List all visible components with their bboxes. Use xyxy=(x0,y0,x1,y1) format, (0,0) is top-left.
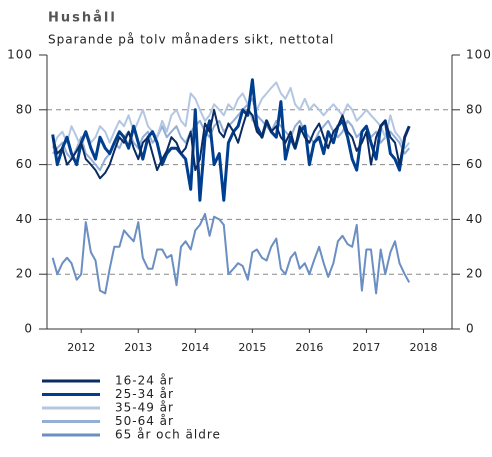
x-tick-label: 2012 xyxy=(67,341,95,354)
series-line xyxy=(51,108,411,180)
y-tick-label: 40 xyxy=(16,212,33,226)
y-tick-label: 20 xyxy=(16,267,33,281)
y2-tick-label: 80 xyxy=(466,102,483,116)
y2-tick-label: 20 xyxy=(466,267,483,281)
y-tick-label: 80 xyxy=(16,102,33,116)
x-tick-label: 2015 xyxy=(238,341,266,354)
x-tick-label: 2017 xyxy=(352,341,380,354)
chart-title: Hushåll xyxy=(48,11,117,26)
x-tick-label: 2014 xyxy=(181,341,209,354)
series-line xyxy=(51,212,411,295)
legend-label: 16-24 år xyxy=(115,374,174,388)
y2-tick-label: 40 xyxy=(466,212,483,226)
series-line xyxy=(51,81,410,150)
y-tick-label: 60 xyxy=(16,157,33,171)
legend-label: 65 år och äldre xyxy=(115,428,221,442)
legend-label: 35-49 år xyxy=(115,401,174,415)
y-tick-label: 0 xyxy=(24,322,33,336)
x-tick-label: 2013 xyxy=(124,341,152,354)
y-tick-label: 100 xyxy=(7,48,33,62)
chart-subtitle: Sparande på tolv månaders sikt, nettotal xyxy=(48,33,334,47)
y2-tick-label: 0 xyxy=(466,322,475,336)
x-tick-label: 2016 xyxy=(295,341,323,354)
x-tick-label: 2018 xyxy=(409,341,437,354)
legend-label: 25-34 år xyxy=(115,387,174,401)
legend-label: 50-64 år xyxy=(115,414,174,428)
series-line xyxy=(51,78,411,202)
y2-tick-label: 100 xyxy=(466,48,492,62)
y2-tick-label: 60 xyxy=(466,157,483,171)
